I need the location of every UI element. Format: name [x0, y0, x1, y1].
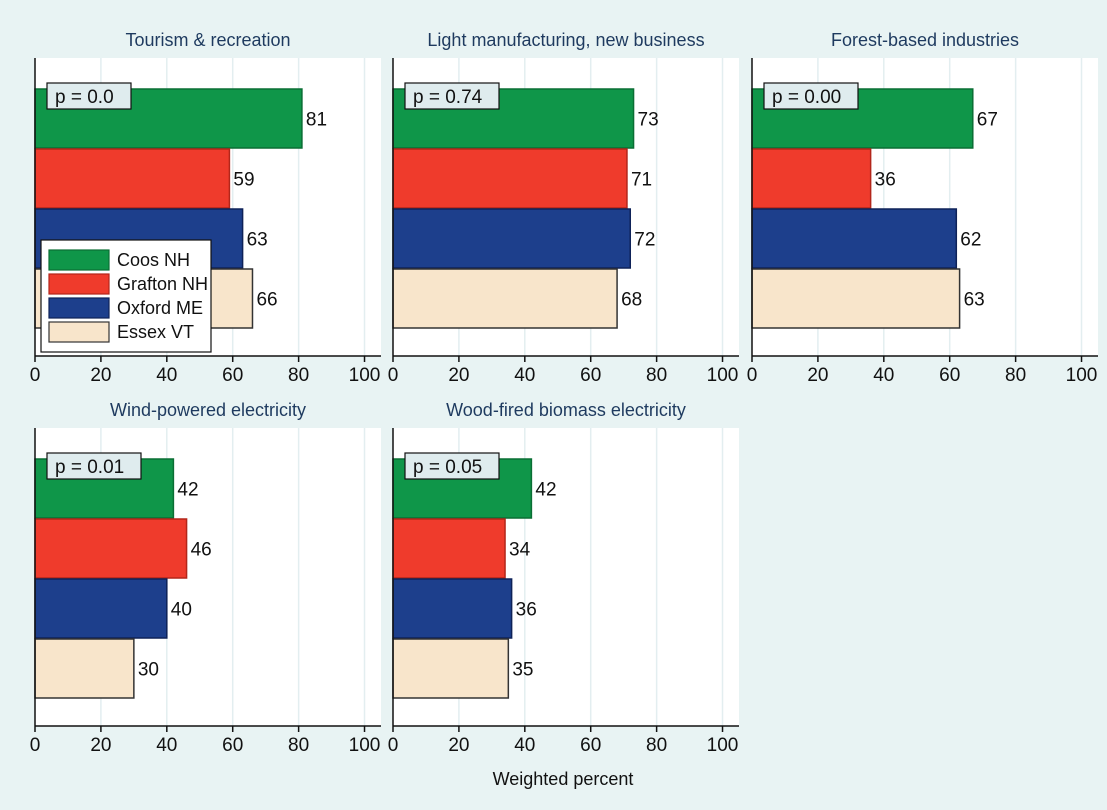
- x-tick-label: 60: [580, 735, 601, 756]
- data-label: 40: [171, 600, 192, 621]
- x-tick-label: 60: [222, 735, 243, 756]
- panel-2: Light manufacturing, new business 73 71 72 6…: [388, 30, 739, 386]
- data-label: 68: [621, 290, 642, 311]
- p-value-label: p = 0.01: [55, 457, 124, 478]
- legend-swatch: [48, 273, 110, 295]
- x-tick-label: 20: [90, 365, 111, 386]
- p-value-box: [46, 452, 142, 480]
- x-tick-label: 40: [514, 365, 535, 386]
- bar-essex-vt: [751, 268, 961, 329]
- x-tick-label: 0: [30, 735, 41, 756]
- x-tick-label: 100: [707, 365, 739, 386]
- x-tick-label: 40: [156, 365, 177, 386]
- x-tick-label: 80: [646, 365, 667, 386]
- x-tick-label: 100: [349, 735, 381, 756]
- panel-4: Wind-powered electricity 42 46 40 30 p = 0.01…: [30, 400, 381, 756]
- legend-label: Grafton NH: [117, 274, 208, 294]
- panel-title: Light manufacturing, new business: [427, 30, 704, 50]
- bar-oxford-me: [751, 208, 958, 269]
- x-tick-label: 0: [388, 365, 399, 386]
- data-label: 42: [177, 480, 198, 501]
- data-label: 71: [631, 170, 652, 191]
- panel-title: Forest-based industries: [831, 30, 1019, 50]
- data-label: 36: [516, 600, 537, 621]
- x-tick-label: 100: [707, 735, 739, 756]
- bar-grafton-nh: [751, 148, 872, 209]
- p-value-box: [46, 82, 132, 110]
- x-tick-label: 40: [514, 735, 535, 756]
- panel-title: Wood-fired biomass electricity: [446, 400, 686, 420]
- bar-essex-vt: [392, 268, 618, 329]
- legend: Coos NH Grafton NH Oxford ME Essex VT: [40, 239, 212, 353]
- x-tick-label: 100: [1066, 365, 1098, 386]
- p-value-box: [404, 82, 500, 110]
- data-label: 72: [634, 230, 655, 251]
- data-label: 42: [535, 480, 556, 501]
- p-value-label: p = 0.74: [413, 87, 483, 108]
- bar-grafton-nh: [392, 148, 628, 209]
- x-tick-label: 0: [30, 365, 41, 386]
- x-tick-label: 60: [222, 365, 243, 386]
- data-label: 81: [306, 110, 327, 131]
- bar-oxford-me: [392, 208, 632, 269]
- p-value-label: p = 0.00: [772, 87, 841, 108]
- bar-oxford-me: [392, 578, 513, 639]
- x-tick-label: 0: [388, 735, 399, 756]
- bar-oxford-me: [34, 578, 168, 639]
- x-tick-label: 20: [90, 735, 111, 756]
- legend-swatch: [48, 321, 110, 343]
- x-tick-label: 20: [448, 365, 469, 386]
- data-label: 63: [964, 290, 985, 311]
- x-tick-label: 80: [1005, 365, 1026, 386]
- p-value-label: p = 0.0: [55, 87, 114, 108]
- panel-3: Forest-based industries 67 36 62 63 p = 0.00 0…: [747, 30, 1098, 386]
- data-label: 66: [256, 290, 277, 311]
- x-tick-label: 60: [580, 365, 601, 386]
- x-tick-label: 100: [349, 365, 381, 386]
- panel-title: Wind-powered electricity: [110, 400, 306, 420]
- data-label: 30: [138, 660, 159, 681]
- x-tick-label: 0: [747, 365, 758, 386]
- legend-swatch: [48, 249, 110, 271]
- x-axis-label: Weighted percent: [493, 769, 634, 789]
- data-label: 67: [977, 110, 998, 131]
- legend-label: Oxford ME: [117, 298, 203, 318]
- p-value-label: p = 0.05: [413, 457, 482, 478]
- bar-grafton-nh: [392, 518, 506, 579]
- x-tick-label: 20: [807, 365, 828, 386]
- bar-essex-vt: [392, 638, 510, 699]
- x-tick-label: 40: [156, 735, 177, 756]
- x-tick-label: 80: [288, 365, 309, 386]
- p-value-box: [404, 452, 500, 480]
- data-label: 59: [233, 170, 254, 191]
- data-label: 35: [512, 660, 533, 681]
- panel-title: Tourism & recreation: [125, 30, 290, 50]
- panel-5: Wood-fired biomass electricity 42 34 36 35 p …: [388, 400, 739, 756]
- p-value-box: [763, 82, 859, 110]
- legend-label: Essex VT: [117, 322, 194, 342]
- data-label: 46: [191, 540, 212, 561]
- bar-grafton-nh: [34, 148, 231, 209]
- data-label: 36: [875, 170, 896, 191]
- panel-1: Tourism & recreation 81 59 63 66 p = 0.0 0 20 40…: [30, 30, 381, 386]
- bar-essex-vt: [34, 638, 135, 699]
- x-tick-label: 20: [448, 735, 469, 756]
- bar-grafton-nh: [34, 518, 188, 579]
- x-tick-label: 60: [939, 365, 960, 386]
- legend-label: Coos NH: [117, 250, 190, 270]
- x-tick-label: 40: [873, 365, 894, 386]
- data-label: 63: [247, 230, 268, 251]
- data-label: 34: [509, 540, 531, 561]
- x-tick-label: 80: [646, 735, 667, 756]
- data-label: 62: [960, 230, 981, 251]
- data-label: 73: [638, 110, 659, 131]
- legend-swatch: [48, 297, 110, 319]
- x-tick-label: 80: [288, 735, 309, 756]
